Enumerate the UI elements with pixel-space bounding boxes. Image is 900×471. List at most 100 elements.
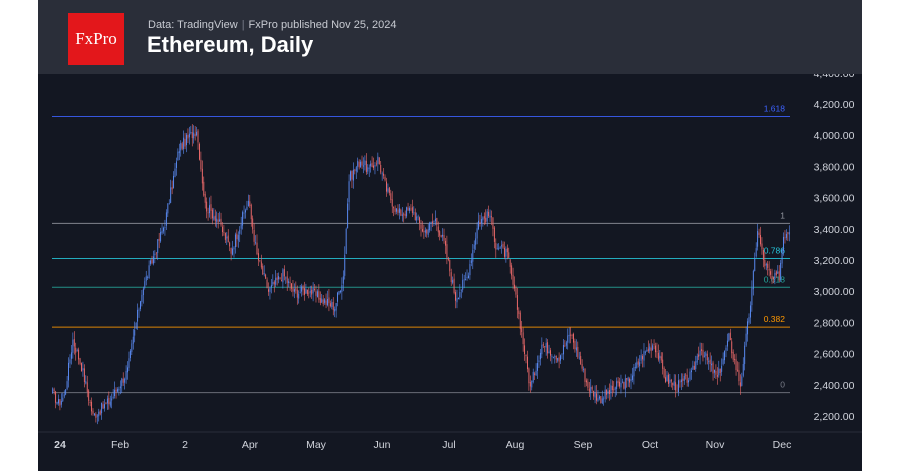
candle-body [711,363,713,366]
candle-body [714,369,715,373]
candle-body [69,359,71,364]
candle-body [613,389,615,391]
candle-body [506,248,508,253]
candle-body [362,165,364,167]
candle-body [518,310,520,314]
candle-body [570,334,572,336]
candle-body [203,181,205,196]
candle-body [433,221,435,223]
candle-body [400,209,402,216]
candle-body [150,260,152,264]
x-tick-label-8: Sep [574,439,593,451]
candle-body [719,368,721,374]
candle-body [542,344,544,346]
candle-body [561,353,563,355]
candle-body [65,389,67,395]
candle-body [450,272,452,283]
candle-body [455,292,456,301]
candle-body [601,398,603,404]
candle-body [328,297,330,304]
candle-body [666,375,668,382]
candle-body [314,289,316,290]
candle-body [629,378,631,383]
candle-body [665,377,667,382]
candle-body [774,273,776,279]
candle-body [603,398,605,400]
candle-body [478,220,480,230]
chart-title: Ethereum, Daily [147,32,314,57]
candle-body [499,247,501,249]
candle-body [429,222,431,231]
candle-body [122,378,124,383]
candle-body [324,299,326,303]
candle-body [397,209,399,213]
candle-body [493,227,495,242]
candle-body [537,363,538,371]
candle-body [345,228,347,254]
candle-body [190,131,192,133]
candle-body [444,240,446,246]
candle-body [419,217,421,224]
candle-body [276,277,278,280]
x-tick-label-5: Jun [374,439,391,451]
candle-body [675,382,677,391]
candle-body [414,212,416,221]
candle-body [229,242,231,247]
candle-body [374,164,376,167]
chart-header: FxPro Data: TradingView | FxPro published … [38,0,862,74]
candle-body [749,305,751,318]
candle-body [219,219,221,222]
fib-label-2: 0.786 [764,245,786,255]
candle-body [486,211,488,222]
candle-body [158,238,160,241]
candle-body [702,349,704,358]
candle-body [427,228,429,235]
candle-body [342,276,344,284]
candle-body [181,143,183,149]
candle-body [565,342,567,346]
candle-body [447,257,449,260]
candle-body [260,261,262,268]
candle-body [180,143,182,151]
candle-body [201,168,203,184]
candle-body [371,162,373,168]
candle-body [381,173,383,175]
candle-body [141,294,143,303]
candle-body [104,404,105,409]
candle-body [286,276,288,283]
candle-body [535,370,537,376]
candle-body [744,345,746,365]
candle-body [587,381,589,388]
candle-body [692,365,694,370]
candle-body [108,397,110,405]
candle-body [660,356,662,361]
candle-body [739,382,741,387]
candle-body [283,269,285,277]
y-tick-label-10: 2,400.00 [814,380,855,392]
candle-body [118,388,120,391]
candle-body [698,354,700,357]
candle-body [547,342,549,354]
candle-body [758,232,760,235]
candle-body [377,156,379,164]
candle-body [127,367,128,373]
candle-body [222,226,223,233]
candle-body [416,216,418,221]
candle-body [125,370,127,380]
candle-body [685,374,687,376]
candle-body [209,205,210,214]
published-date: FxPro published Nov 25, 2024 [248,19,397,31]
candle-body [266,279,268,289]
candle-body [501,245,503,247]
candle-body [760,235,761,245]
candle-body [617,380,619,384]
brand-logo: FxPro [68,13,124,65]
candle-body [291,283,292,289]
candle-body [754,257,756,271]
candle-body [608,390,610,395]
candle-body [404,214,406,216]
candle-body [772,277,774,279]
candle-body [116,389,118,392]
fib-label-0: 1.618 [764,103,786,113]
candle-body [417,216,419,218]
